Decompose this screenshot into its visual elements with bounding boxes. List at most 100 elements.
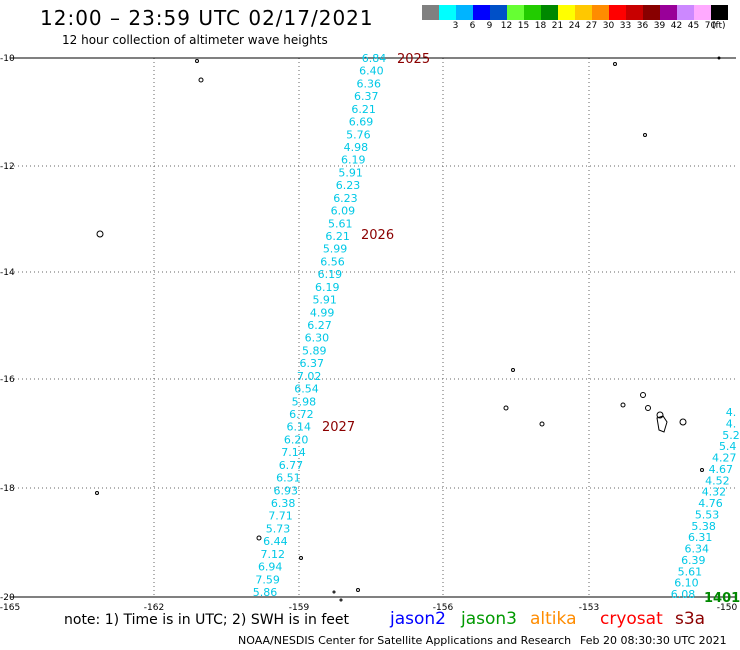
scale-label: 30 (602, 21, 615, 31)
wave-height-value: 6.51 (276, 472, 301, 485)
island-marker (679, 418, 687, 426)
scale-label: 39 (653, 21, 666, 31)
wave-height-value: 6.37 (354, 90, 379, 103)
pass-time-label: 2025 (397, 52, 430, 67)
wave-height-value: 6.37 (299, 357, 324, 370)
wave-height-value: 7.12 (261, 548, 286, 561)
wave-height-value: 5.91 (338, 166, 363, 179)
scale-swatch (711, 5, 728, 20)
wave-height-value: 5.91 (312, 294, 337, 307)
island-marker (717, 56, 721, 60)
longitude-label: -153 (579, 603, 599, 613)
wave-height-value: 6.56 (320, 255, 345, 268)
island-marker (643, 133, 647, 137)
scale-unit: (ft) (712, 21, 726, 31)
scale-swatch (524, 5, 541, 20)
color-scale-bar (422, 5, 728, 20)
scale-swatch (660, 5, 677, 20)
scale-label: 33 (619, 21, 632, 31)
wave-height-value: 6.10 (674, 577, 699, 590)
map-subtitle: 12 hour collection of altimeter wave hei… (62, 33, 328, 47)
longitude-label: -165 (0, 603, 20, 613)
generated-timestamp: Feb 20 08:30:30 UTC 2021 (580, 634, 727, 647)
island-marker (299, 556, 303, 560)
scale-label: 18 (534, 21, 547, 31)
wave-height-value: 6.40 (359, 65, 384, 78)
scale-label: 70 (704, 21, 717, 31)
wave-height-value: 6.84 (362, 52, 387, 65)
wave-height-value: 5.61 (678, 565, 703, 578)
wave-height-value: 6.19 (341, 154, 366, 167)
latitude-label: -16 (0, 375, 15, 385)
scale-label: 9 (486, 21, 493, 31)
scale-swatch (677, 5, 694, 20)
wave-height-value: 6.20 (284, 433, 309, 446)
scale-swatch (490, 5, 507, 20)
island-marker (195, 59, 199, 63)
credit-line: NOAA/NESDIS Center for Satellite Applica… (238, 634, 572, 647)
pass-time-label: 2026 (361, 228, 394, 243)
wave-height-value: 5.76 (346, 128, 371, 141)
wave-height-value: 6.23 (336, 179, 361, 192)
scale-label: 3 (452, 21, 459, 31)
wave-height-value: 6.36 (357, 77, 382, 90)
island-marker (511, 368, 515, 372)
graticule (10, 58, 736, 597)
island-marker (503, 405, 509, 411)
altimeter-track-1: 6.846.406.366.376.216.695.764.986.195.91… (253, 52, 387, 599)
longitude-label: -156 (433, 603, 454, 613)
scale-swatch (558, 5, 575, 20)
wave-height-value: 7.14 (281, 446, 306, 459)
wave-height-value: 5.89 (302, 344, 327, 357)
island-marker (620, 402, 626, 408)
wave-height-value: 5.61 (328, 217, 353, 230)
wave-height-value: 5.98 (292, 395, 317, 408)
scale-label: 6 (469, 21, 476, 31)
island-marker (539, 421, 545, 427)
wave-height-value: 6.31 (688, 531, 713, 544)
pass-time-label: 1401 (704, 591, 740, 606)
wave-height-value: 6.69 (349, 116, 374, 129)
wave-height-value: 6.93 (274, 484, 299, 497)
wave-height-value: 6.77 (279, 459, 304, 472)
wave-height-value: 6.27 (307, 319, 332, 332)
island-marker (613, 62, 617, 66)
island-marker (256, 535, 262, 541)
wave-height-value: 5.53 (695, 508, 720, 521)
longitude-label: -150 (717, 603, 738, 613)
scale-swatch (422, 5, 439, 20)
island-marker (645, 405, 651, 411)
wave-height-value: 6.23 (333, 192, 358, 205)
wave-height-value: 6.94 (258, 561, 283, 574)
wave-height-value: 4.99 (310, 306, 335, 319)
wave-height-value: 6.34 (685, 543, 710, 556)
satellite-jason2: jason2 (390, 609, 446, 629)
wave-height-value: 6.21 (325, 230, 350, 243)
wave-height-value: 4.27 (712, 452, 737, 465)
satellite-jason3: jason3 (461, 609, 517, 629)
wave-height-value: 6.44 (263, 535, 288, 548)
altimeter-track-2: 4.4.5.25.44.274.674.524.324.765.535.386.… (671, 406, 740, 601)
scale-swatch (694, 5, 711, 20)
island-marker (198, 77, 204, 83)
wave-height-value: 6.19 (318, 268, 343, 281)
scale-swatch (609, 5, 626, 20)
scale-label: 42 (670, 21, 683, 31)
longitude-label: -162 (144, 603, 164, 613)
wave-height-value: 5.99 (323, 243, 348, 256)
wave-height-value: 4. (726, 417, 737, 430)
latitude-label: -18 (0, 484, 15, 494)
wave-height-value: 4.67 (709, 463, 734, 476)
wave-height-value: 6.30 (305, 332, 330, 345)
wave-height-value: 5.4 (719, 440, 737, 453)
scale-label: 45 (687, 21, 700, 31)
wave-height-value: 5.2 (722, 429, 740, 442)
scale-swatch (626, 5, 643, 20)
scale-label: 24 (568, 21, 581, 31)
longitude-label: -159 (289, 603, 310, 613)
scale-swatch (439, 5, 456, 20)
time-labels: 2025 2026 2027 1401 (322, 52, 740, 606)
wave-height-value: 6.09 (331, 205, 356, 218)
island-marker (95, 491, 99, 495)
